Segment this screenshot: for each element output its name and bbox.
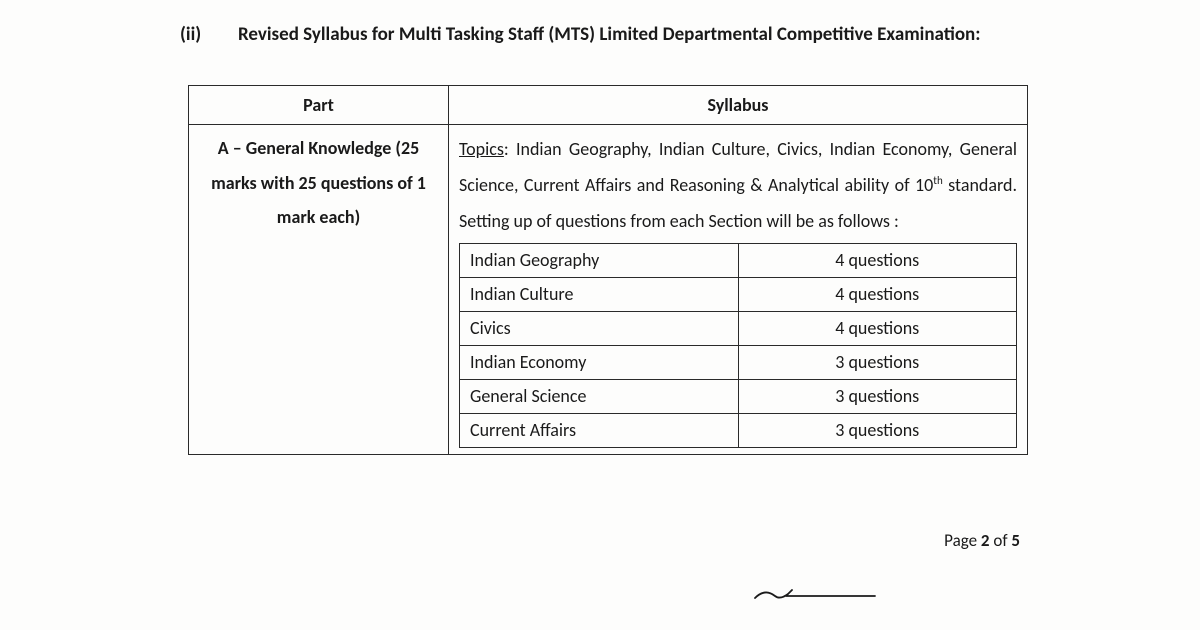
table-row: General Science3 questions: [460, 380, 1017, 414]
topic-count: 3 questions: [738, 346, 1017, 380]
topic-name: Indian Economy: [460, 346, 739, 380]
topic-count: 3 questions: [738, 380, 1017, 414]
topics-superscript: th: [933, 174, 942, 187]
page-current: 2: [981, 530, 990, 551]
page-total: 5: [1011, 530, 1020, 551]
topic-count: 4 questions: [738, 278, 1017, 312]
part-cell: A – General Knowledge (25 marks with 25 …: [189, 125, 449, 455]
topic-count: 4 questions: [738, 244, 1017, 278]
heading-number: (ii): [180, 20, 238, 50]
page-number: Page 2 of 5: [944, 530, 1020, 551]
header-part: Part: [189, 86, 449, 125]
table-row: Indian Culture4 questions: [460, 278, 1017, 312]
table-header-row: Part Syllabus: [189, 86, 1028, 125]
page-label: Page: [944, 530, 981, 551]
topic-count: 3 questions: [738, 414, 1017, 448]
topic-name: Indian Geography: [460, 244, 739, 278]
topics-breakdown-table: Indian Geography4 questions Indian Cultu…: [459, 243, 1017, 448]
topic-name: Current Affairs: [460, 414, 739, 448]
topics-text: : Indian Geography, Indian Culture, Civi…: [459, 138, 1017, 196]
table-row: Indian Geography4 questions: [460, 244, 1017, 278]
table-row: Indian Economy3 questions: [460, 346, 1017, 380]
page-of: of: [990, 530, 1012, 551]
topic-name: General Science: [460, 380, 739, 414]
topic-name: Civics: [460, 312, 739, 346]
topics-label: Topics: [459, 138, 504, 160]
topic-count: 4 questions: [738, 312, 1017, 346]
signature-icon: [750, 580, 880, 615]
table-row: Current Affairs3 questions: [460, 414, 1017, 448]
table-body-row: A – General Knowledge (25 marks with 25 …: [189, 125, 1028, 455]
syllabus-cell: Topics: Indian Geography, Indian Culture…: [449, 125, 1028, 455]
section-heading: (ii)Revised Syllabus for Multi Tasking S…: [180, 20, 1020, 50]
header-syllabus: Syllabus: [449, 86, 1028, 125]
topic-name: Indian Culture: [460, 278, 739, 312]
syllabus-table: Part Syllabus A – General Knowledge (25 …: [188, 85, 1028, 455]
table-row: Civics4 questions: [460, 312, 1017, 346]
heading-text: Revised Syllabus for Multi Tasking Staff…: [238, 23, 981, 46]
